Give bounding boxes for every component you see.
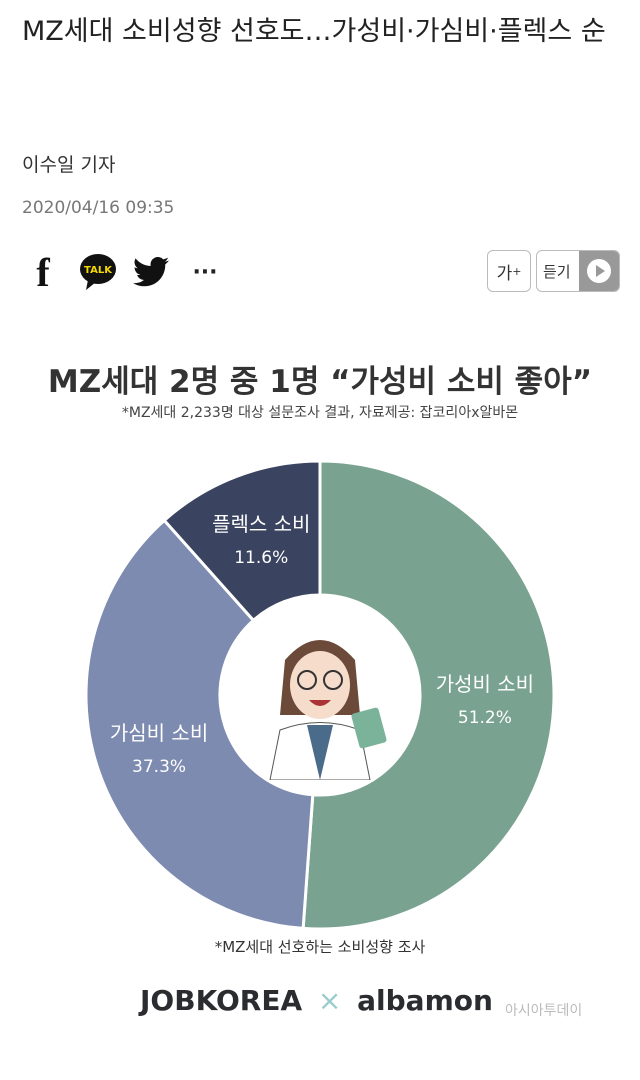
kakao-label: TALK	[84, 265, 113, 276]
donut-slice-2	[84, 518, 315, 930]
publish-date: 2020/04/16 09:35	[22, 198, 175, 218]
x-separator: ×	[317, 984, 342, 1017]
slice-value: 11.6%	[234, 548, 288, 568]
sponsor-logos: JOBKOREA × albamon	[140, 984, 493, 1017]
twitter-icon[interactable]	[133, 252, 169, 292]
donut-slice-3	[162, 459, 322, 623]
play-icon	[579, 251, 619, 291]
chart-footnote: *MZ세대 선호하는 소비성향 조사	[214, 938, 426, 956]
slice-label: 플렉스 소비	[212, 512, 310, 536]
kakaotalk-icon[interactable]: TALK	[78, 252, 118, 292]
font-size-label: 가	[496, 263, 513, 284]
listen-button[interactable]: 듣기	[536, 250, 620, 292]
chart-subtitle: *MZ세대 2,233명 대상 설문조사 결과, 자료제공: 잡코리아x알바몬	[121, 405, 519, 421]
slice-label: 가성비 소비	[436, 672, 534, 696]
albamon-logo: albamon	[357, 984, 493, 1017]
facebook-icon[interactable]: f	[36, 249, 50, 295]
slice-value: 51.2%	[458, 708, 512, 728]
slice-value: 37.3%	[132, 757, 186, 777]
chart-title: MZ세대 2명 중 1명 “가성비 소비 좋아”	[47, 364, 593, 400]
headline: MZ세대 소비성향 선호도…가성비·가심비·플렉스 순	[22, 16, 606, 47]
reporter-name[interactable]: 이수일 기자	[22, 154, 116, 176]
watermark: 아시아투데이	[505, 1003, 583, 1019]
donut-slice-1	[301, 459, 556, 931]
more-icon[interactable]: ···	[192, 259, 218, 285]
character-illustration	[220, 600, 420, 800]
slice-label: 가심비 소비	[110, 721, 208, 745]
jobkorea-logo: JOBKOREA	[140, 984, 303, 1017]
font-size-button[interactable]: 가 +	[487, 250, 531, 292]
listen-label: 듣기	[543, 262, 571, 281]
font-size-plus: +	[512, 264, 522, 278]
